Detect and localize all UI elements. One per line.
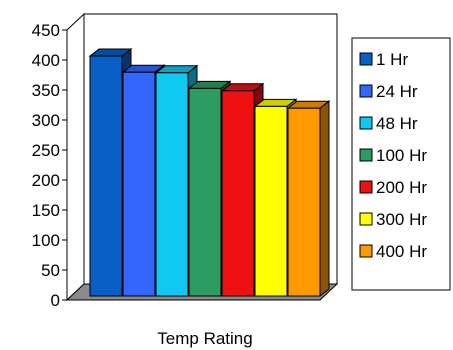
y-tick-label: 450 [32,21,60,40]
legend-label: 300 Hr [376,210,427,229]
legend-label: 400 Hr [376,242,427,261]
legend-label: 100 Hr [376,146,427,165]
legend-label: 200 Hr [376,178,427,197]
y-tick-label: 100 [32,231,60,250]
legend-swatch [359,212,373,226]
bar-400-hr [286,100,331,298]
legend-label: 48 Hr [376,114,418,133]
y-tick-label: 50 [41,261,60,280]
y-tick-label: 350 [32,81,60,100]
legend-swatch [359,180,373,194]
legend-label: 24 Hr [376,82,418,101]
legend-label: 1 Hr [376,50,408,69]
y-tick-label: 200 [32,171,60,190]
legend-swatch [359,148,373,162]
legend-swatch [359,116,373,130]
y-axis: 0 50 100 150 200 250 300 350 400 450 [32,21,68,310]
legend-swatch [359,244,373,258]
y-tick-label: 250 [32,141,60,160]
legend-item: 48 Hr [359,114,418,133]
y-tick-label: 300 [32,111,60,130]
legend-item: 100 Hr [359,146,427,165]
legend-item: 24 Hr [359,82,418,101]
legend-item: 400 Hr [359,242,427,261]
y-tick-label: 0 [51,291,60,310]
legend-item: 1 Hr [359,50,408,69]
legend: 1 Hr 24 Hr 48 Hr 100 Hr 200 Hr 300 Hr 400 Hr [351,37,451,291]
legend-swatch [359,52,373,66]
legend-item: 300 Hr [359,210,427,229]
legend-item: 200 Hr [359,178,427,197]
bars [88,47,331,298]
side-wall [66,12,85,302]
legend-swatch [359,84,373,98]
y-tick-label: 400 [32,51,60,70]
y-tick-label: 150 [32,201,60,220]
x-axis-label: Temp Rating [157,329,252,348]
